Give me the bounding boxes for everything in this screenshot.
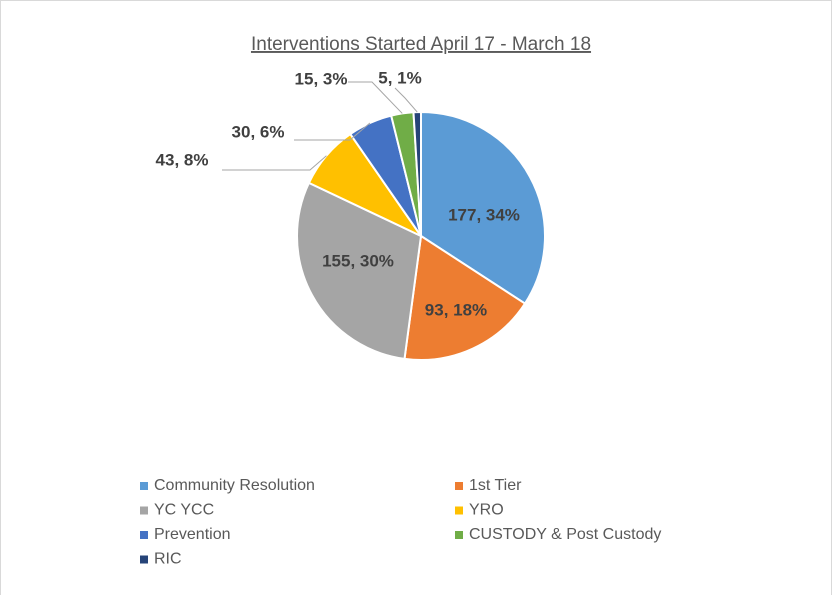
data-label: 155, 30% xyxy=(322,251,394,270)
legend-swatch xyxy=(455,531,463,539)
data-label: 43, 8% xyxy=(156,150,209,169)
leader-line xyxy=(222,155,327,171)
legend-label: 1st Tier xyxy=(469,477,522,494)
legend-swatch xyxy=(455,482,463,490)
leader-line xyxy=(348,81,403,114)
pie-slice xyxy=(296,181,423,361)
pie-slice xyxy=(403,234,527,361)
data-label: 30, 6% xyxy=(232,122,285,141)
chart-title: Interventions Started April 17 - March 1… xyxy=(251,34,591,55)
legend-swatch xyxy=(140,506,148,515)
data-label: 5, 1% xyxy=(378,68,421,87)
legend-label: YRO xyxy=(469,502,504,519)
legend-label: RIC xyxy=(154,551,182,568)
data-label: 15, 3% xyxy=(295,69,348,88)
legend-swatch xyxy=(140,531,148,539)
legend-swatch xyxy=(140,555,148,564)
legend-swatch xyxy=(455,506,463,515)
legend-label: Prevention xyxy=(154,526,231,543)
leader-line xyxy=(394,87,418,113)
leader-line xyxy=(294,122,371,141)
legend-label: Community Resolution xyxy=(154,477,315,494)
legend-swatch xyxy=(140,482,148,490)
data-label: 93, 18% xyxy=(425,300,487,319)
data-label: 177, 34% xyxy=(448,205,520,224)
legend-label: YC YCC xyxy=(154,502,214,519)
legend-label: CUSTODY & Post Custody xyxy=(469,526,661,543)
